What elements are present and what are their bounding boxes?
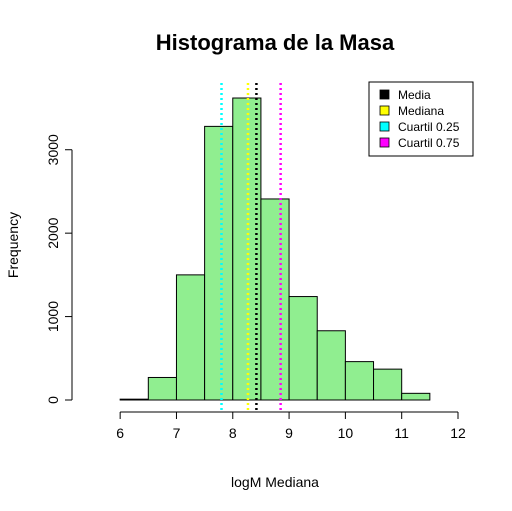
x-tick-label: 6 xyxy=(116,425,124,441)
x-axis-label: logM Mediana xyxy=(231,474,319,490)
histogram-bar xyxy=(373,368,403,401)
legend: Media Mediana Cuartil 0.25 Cuartil 0.75 xyxy=(368,81,474,157)
legend-label: Media xyxy=(398,88,431,102)
y-tick-label: 2000 xyxy=(45,217,61,248)
legend-label: Cuartil 0.75 xyxy=(398,136,460,150)
y-axis-label: Frequency xyxy=(5,212,21,278)
legend-swatch xyxy=(379,121,390,132)
legend-swatch xyxy=(379,89,390,100)
histogram-bar xyxy=(260,198,290,401)
x-tick-label: 7 xyxy=(173,425,181,441)
x-tick-label: 8 xyxy=(229,425,237,441)
histogram-bar xyxy=(316,330,346,401)
legend-label: Cuartil 0.25 xyxy=(398,120,460,134)
chart-title: Histograma de la Masa xyxy=(156,30,395,55)
histogram-bar xyxy=(175,274,206,401)
legend-label: Mediana xyxy=(398,104,444,118)
y-tick-label: 3000 xyxy=(45,134,61,165)
histogram-bar xyxy=(344,361,375,401)
bars-group xyxy=(119,97,431,401)
x-tick-label: 9 xyxy=(285,425,293,441)
x-tick-label: 10 xyxy=(338,425,354,441)
y-tick-label: 1000 xyxy=(45,301,61,332)
histogram-bar xyxy=(288,296,318,401)
histogram-bar xyxy=(401,392,431,401)
histogram-bar xyxy=(147,376,177,401)
legend-swatch xyxy=(379,137,390,148)
x-axis: 6 7 8 9 10 11 12 xyxy=(116,411,466,441)
y-axis: 0 1000 2000 3000 xyxy=(45,134,73,404)
histogram-bar xyxy=(204,125,234,401)
x-tick-label: 12 xyxy=(450,425,466,441)
y-tick-label: 0 xyxy=(45,396,61,404)
legend-swatch xyxy=(379,105,390,116)
x-tick-label: 11 xyxy=(394,425,409,441)
histogram-bar xyxy=(119,398,149,401)
